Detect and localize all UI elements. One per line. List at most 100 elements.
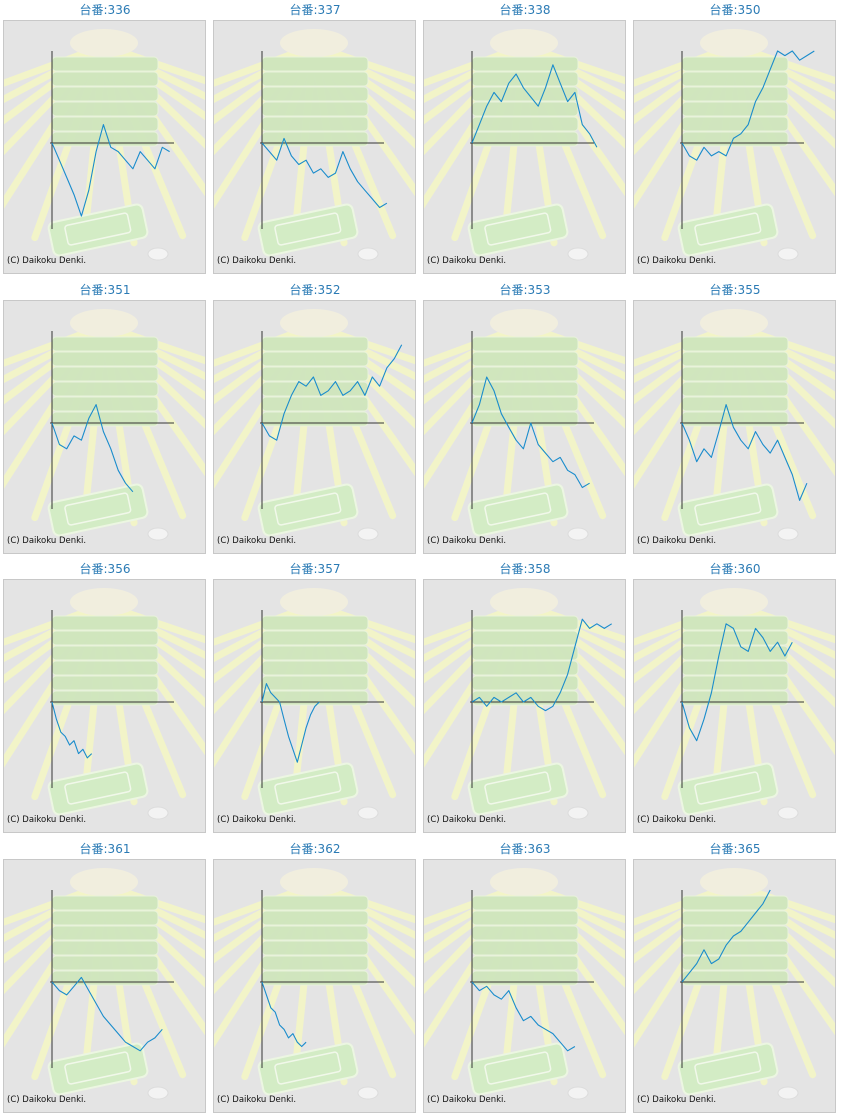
panel-background-art xyxy=(4,588,205,820)
panel-background-art xyxy=(4,309,205,541)
chart-svg xyxy=(424,29,625,261)
background-base-tray-inner xyxy=(484,1051,552,1085)
copyright-credit: (C) Daikoku Denki. xyxy=(7,256,87,266)
background-tray xyxy=(261,336,369,352)
chart-svg xyxy=(424,588,625,820)
background-coin xyxy=(777,247,799,261)
background-tray xyxy=(51,925,159,941)
chart-title[interactable]: 台番:363 xyxy=(499,842,551,856)
data-series-line xyxy=(261,981,307,1048)
chart-title[interactable]: 台番:360 xyxy=(709,562,761,576)
panel-background-art xyxy=(634,588,835,820)
background-tray xyxy=(261,71,369,87)
panel-background-art xyxy=(4,29,205,261)
copyright-credit: (C) Daikoku Denki. xyxy=(427,815,507,825)
copyright-credit: (C) Daikoku Denki. xyxy=(427,1095,507,1105)
background-coin xyxy=(567,247,589,261)
background-crown xyxy=(70,868,138,896)
background-tray xyxy=(681,381,789,397)
background-base-tray-inner xyxy=(484,771,552,805)
chart-title[interactable]: 台番:336 xyxy=(79,3,131,17)
chart-svg xyxy=(214,868,415,1100)
background-base-tray-inner xyxy=(484,212,552,246)
background-tray xyxy=(261,690,369,706)
chart-svg xyxy=(424,309,625,541)
background-tray xyxy=(681,86,789,102)
background-tray xyxy=(261,116,369,132)
copyright-credit: (C) Daikoku Denki. xyxy=(217,1095,297,1105)
chart-title[interactable]: 台番:350 xyxy=(709,3,761,17)
data-series-line xyxy=(471,376,590,489)
background-base-tray xyxy=(47,483,149,537)
chart-svg xyxy=(214,588,415,820)
background-base-tray xyxy=(257,203,359,257)
copyright-credit: (C) Daikoku Denki. xyxy=(7,536,87,546)
background-tray xyxy=(471,955,579,971)
background-tray xyxy=(681,970,789,986)
chart-cell: 台番:362 (C) Daikoku Denki. xyxy=(210,839,420,1119)
chart-cell: 台番:352 (C) Daikoku Denki. xyxy=(210,280,420,560)
background-coin xyxy=(357,527,379,541)
chart-title[interactable]: 台番:352 xyxy=(289,283,341,297)
background-base-tray xyxy=(677,762,779,816)
background-base-tray xyxy=(257,762,359,816)
background-tray xyxy=(261,56,369,72)
background-tray xyxy=(51,630,159,646)
background-base-tray xyxy=(257,1042,359,1096)
background-tray xyxy=(51,396,159,412)
chart-title[interactable]: 台番:362 xyxy=(289,842,341,856)
background-base-tray xyxy=(467,1042,569,1096)
background-crown xyxy=(490,309,558,337)
background-crown xyxy=(280,588,348,616)
chart-panel: (C) Daikoku Denki. xyxy=(423,579,626,833)
chart-title[interactable]: 台番:365 xyxy=(709,842,761,856)
background-coin xyxy=(777,806,799,820)
background-tray xyxy=(681,411,789,427)
chart-title[interactable]: 台番:361 xyxy=(79,842,131,856)
chart-panel: (C) Daikoku Denki. xyxy=(423,859,626,1113)
chart-title[interactable]: 台番:357 xyxy=(289,562,341,576)
chart-panel: (C) Daikoku Denki. xyxy=(3,579,206,833)
background-tray xyxy=(51,366,159,382)
background-tray xyxy=(51,131,159,147)
background-tray xyxy=(471,630,579,646)
background-crown xyxy=(70,588,138,616)
background-tray xyxy=(261,615,369,631)
background-base-tray xyxy=(467,762,569,816)
background-tray xyxy=(681,351,789,367)
chart-panel: (C) Daikoku Denki. xyxy=(213,579,416,833)
copyright-credit: (C) Daikoku Denki. xyxy=(637,536,717,546)
chart-cell: 台番:353 (C) Daikoku Denki. xyxy=(420,280,630,560)
chart-title[interactable]: 台番:358 xyxy=(499,562,551,576)
chart-title[interactable]: 台番:353 xyxy=(499,283,551,297)
background-tray xyxy=(681,615,789,631)
background-tray xyxy=(261,895,369,911)
panel-background-art xyxy=(634,29,835,261)
background-base-tray-inner xyxy=(64,771,132,805)
chart-panel: (C) Daikoku Denki. xyxy=(423,300,626,554)
panel-background-art xyxy=(4,868,205,1100)
data-series-line xyxy=(681,623,793,742)
data-series-line xyxy=(681,889,771,983)
chart-panel: (C) Daikoku Denki. xyxy=(633,859,836,1113)
background-coin xyxy=(357,1086,379,1100)
background-base-tray xyxy=(257,483,359,537)
chart-title[interactable]: 台番:355 xyxy=(709,283,761,297)
background-base-tray xyxy=(47,203,149,257)
chart-svg xyxy=(634,309,835,541)
chart-cell: 台番:338 (C) Daikoku Denki. xyxy=(420,0,630,280)
panel-background-art xyxy=(214,868,415,1100)
chart-svg xyxy=(634,588,835,820)
chart-title[interactable]: 台番:337 xyxy=(289,3,341,17)
panel-background-art xyxy=(634,309,835,541)
background-coin xyxy=(147,1086,169,1100)
chart-panel: (C) Daikoku Denki. xyxy=(633,579,836,833)
chart-title[interactable]: 台番:351 xyxy=(79,283,131,297)
chart-panel: (C) Daikoku Denki. xyxy=(213,300,416,554)
background-tray xyxy=(51,675,159,691)
chart-title[interactable]: 台番:356 xyxy=(79,562,131,576)
chart-title[interactable]: 台番:338 xyxy=(499,3,551,17)
background-tray xyxy=(471,645,579,661)
background-base-tray xyxy=(467,483,569,537)
background-coin xyxy=(567,527,589,541)
